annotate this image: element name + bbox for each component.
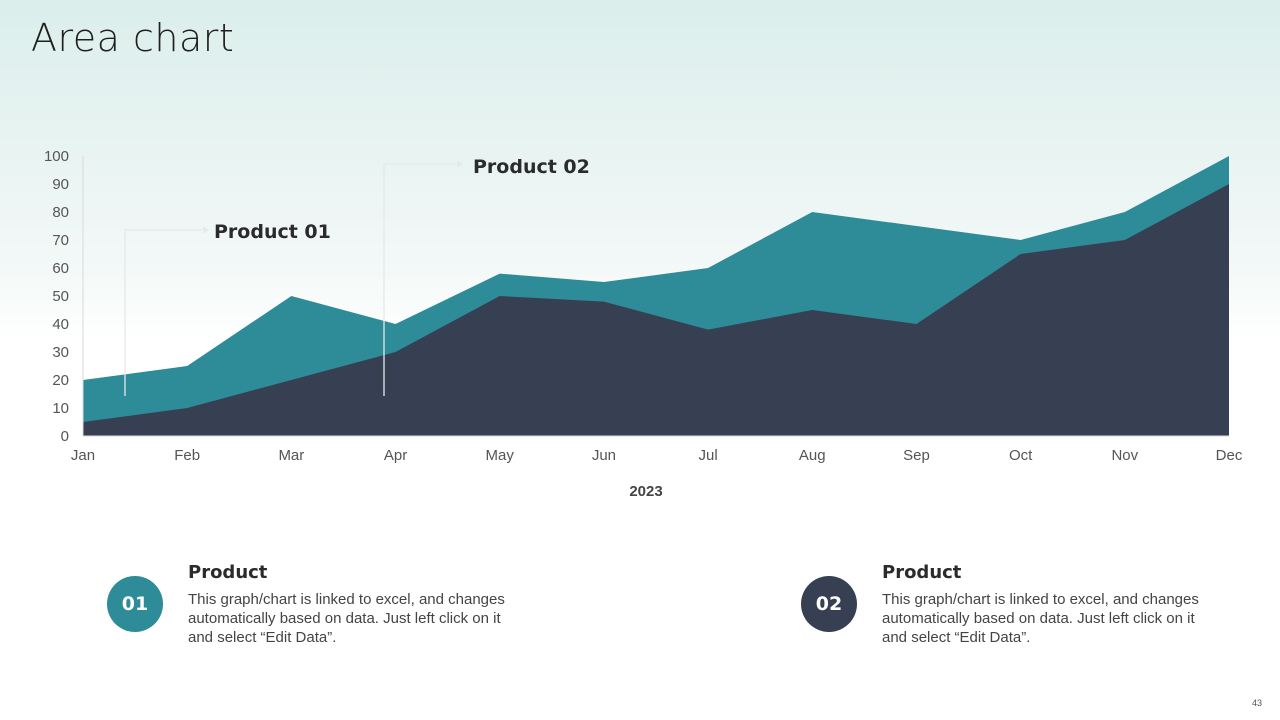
card-description: This graph/chart is linked to excel, and…	[188, 591, 505, 646]
slide-title: Area chart	[31, 16, 235, 60]
x-tick-label: Aug	[799, 447, 826, 464]
product-card-01: 01 Product This graph/chart is linked to…	[107, 560, 505, 660]
y-tick-label: 0	[61, 428, 69, 445]
x-axis-label: 2023	[629, 483, 662, 500]
x-tick-label: Dec	[1216, 447, 1243, 464]
area-series-2[interactable]	[83, 184, 1229, 436]
y-tick-label: 70	[52, 232, 69, 249]
y-tick-label: 80	[52, 204, 69, 221]
callout-product-01: Product 01	[124, 221, 331, 396]
x-tick-label: Jul	[698, 447, 717, 464]
x-tick-label: Mar	[278, 447, 304, 464]
page-number: 43	[1251, 698, 1262, 708]
x-tick-label: May	[486, 447, 515, 464]
callout-arrowhead	[457, 160, 463, 168]
y-tick-label: 30	[52, 344, 69, 361]
card-title: Product	[188, 562, 268, 583]
x-tick-label: Sep	[903, 447, 930, 464]
callout-connector	[383, 163, 456, 396]
x-tick-label: Oct	[1009, 447, 1033, 464]
card-description: This graph/chart is linked to excel, and…	[882, 591, 1199, 646]
y-tick-label: 90	[52, 176, 69, 193]
callout-label: Product 01	[214, 221, 331, 243]
y-tick-label: 40	[52, 316, 69, 333]
callout-label: Product 02	[473, 156, 590, 178]
y-tick-label: 50	[52, 288, 69, 305]
card-title: Product	[882, 562, 962, 583]
y-tick-label: 100	[44, 148, 69, 165]
badge-01: 01	[107, 576, 163, 632]
x-tick-label: Jun	[592, 447, 616, 464]
callout-arrowhead	[203, 226, 209, 234]
y-tick-label: 20	[52, 372, 69, 389]
area-chart[interactable]: 0 10 20 30 40 50 60 70 80 90 100 Jan Feb Mar Apr May Ju…	[0, 0, 1280, 520]
y-tick-label: 10	[52, 400, 69, 417]
x-tick-label: Feb	[174, 447, 200, 464]
product-card-02: 02 Product This graph/chart is linked to…	[801, 560, 1199, 660]
x-tick-label: Jan	[71, 447, 95, 464]
badge-02: 02	[801, 576, 857, 632]
x-tick-label: Nov	[1111, 447, 1138, 464]
x-tick-label: Apr	[384, 447, 407, 464]
y-tick-label: 60	[52, 260, 69, 277]
callout-connector	[124, 229, 202, 396]
callout-product-02: Product 02	[383, 156, 590, 396]
